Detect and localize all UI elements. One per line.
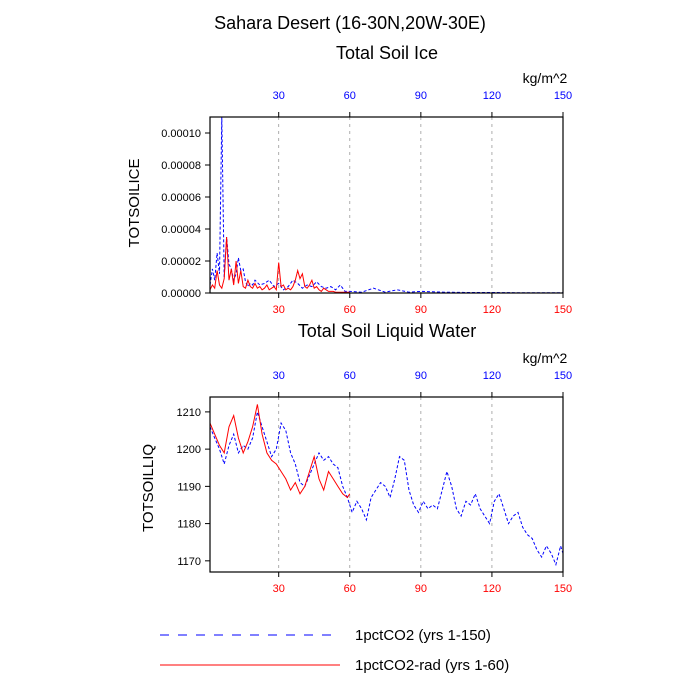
- x-tick-label-bottom-soil-liquid-0: 30: [273, 583, 285, 595]
- panel-title-soil-ice: Total Soil Ice: [336, 43, 438, 63]
- x-tick-label-top-soil-ice-1: 60: [344, 90, 356, 102]
- y-tick-label-soil-liquid-3: 1200: [177, 444, 201, 456]
- y-tick-label-soil-ice-3: 0.00006: [161, 192, 201, 204]
- x-tick-label-bottom-soil-ice-3: 120: [483, 304, 501, 316]
- y-tick-label-soil-ice-4: 0.00008: [161, 160, 201, 172]
- panel-title-soil-liquid: Total Soil Liquid Water: [298, 321, 476, 341]
- plot-area-soil-liquid: 1170 1180 1190 1200 1210 30 30 60 60 90 90 120 120 15…: [177, 370, 573, 595]
- panel-soil-liquid: Total Soil Liquid Water kg/m^2 TOTSOILLI…: [140, 321, 572, 595]
- x-tick-label-bottom-soil-ice-1: 60: [344, 304, 356, 316]
- y-tick-label-soil-ice-0: 0.00000: [161, 288, 201, 300]
- plot-frame-soil-liquid: [209, 396, 564, 573]
- panel-soil-ice: Total Soil Ice kg/m^2 TOTSOILICE 0.00000…: [126, 43, 572, 316]
- units-label-soil-liquid: kg/m^2: [523, 350, 568, 366]
- series-line-soil-liquid-1pctco2: [210, 411, 563, 567]
- legend: 1pctCO2 (yrs 1-150) 1pctCO2-rad (yrs 1-6…: [160, 627, 509, 674]
- y-tick-label-soil-ice-2: 0.00004: [161, 224, 201, 236]
- x-tick-label-top-soil-ice-2: 90: [415, 90, 427, 102]
- x-tick-label-top-soil-ice-3: 120: [483, 90, 501, 102]
- x-tick-label-bottom-soil-ice-0: 30: [273, 304, 285, 316]
- x-tick-label-top-soil-ice-0: 30: [273, 90, 285, 102]
- y-axis-label-soil-liquid: TOTSOILLIQ: [140, 444, 157, 532]
- x-tick-label-bottom-soil-liquid-3: 120: [483, 583, 501, 595]
- legend-label-1pctco2-rad: 1pctCO2-rad (yrs 1-60): [355, 657, 509, 674]
- plot-frame-soil-ice: [209, 116, 564, 294]
- legend-label-1pctco2: 1pctCO2 (yrs 1-150): [355, 627, 491, 644]
- y-tick-label-soil-liquid-4: 1210: [177, 407, 201, 419]
- x-tick-label-bottom-soil-liquid-2: 90: [415, 583, 427, 595]
- x-tick-label-bottom-soil-ice-4: 150: [554, 304, 572, 316]
- y-tick-label-soil-ice-5: 0.00010: [161, 128, 201, 140]
- region-title: Sahara Desert (16-30N,20W-30E): [214, 13, 486, 33]
- x-tick-label-top-soil-liquid-4: 150: [554, 370, 572, 382]
- series-line-soil-ice-1pctco2: [210, 117, 563, 293]
- x-tick-label-bottom-soil-liquid-1: 60: [344, 583, 356, 595]
- y-tick-label-soil-liquid-0: 1170: [177, 556, 201, 568]
- x-tick-label-top-soil-liquid-1: 60: [344, 370, 356, 382]
- x-tick-label-top-soil-ice-4: 150: [554, 90, 572, 102]
- units-label-soil-ice: kg/m^2: [523, 70, 568, 86]
- x-tick-label-top-soil-liquid-2: 90: [415, 370, 427, 382]
- x-tick-label-top-soil-liquid-3: 120: [483, 370, 501, 382]
- plot-area-soil-ice: 0.00000 0.00002 0.00004 0.00006 0.00008 0.000…: [161, 90, 572, 316]
- x-tick-label-bottom-soil-liquid-4: 150: [554, 583, 572, 595]
- y-tick-label-soil-liquid-1: 1180: [177, 519, 201, 531]
- y-tick-label-soil-ice-1: 0.00002: [161, 256, 201, 268]
- x-tick-label-top-soil-liquid-0: 30: [273, 370, 285, 382]
- y-axis-label-soil-ice: TOTSOILICE: [126, 159, 143, 248]
- series-line-soil-liquid-1pctco2-rad: [210, 404, 351, 499]
- y-tick-label-soil-liquid-2: 1190: [177, 481, 201, 493]
- x-tick-label-bottom-soil-ice-2: 90: [415, 304, 427, 316]
- series-line-soil-ice-1pctco2-rad: [210, 236, 350, 293]
